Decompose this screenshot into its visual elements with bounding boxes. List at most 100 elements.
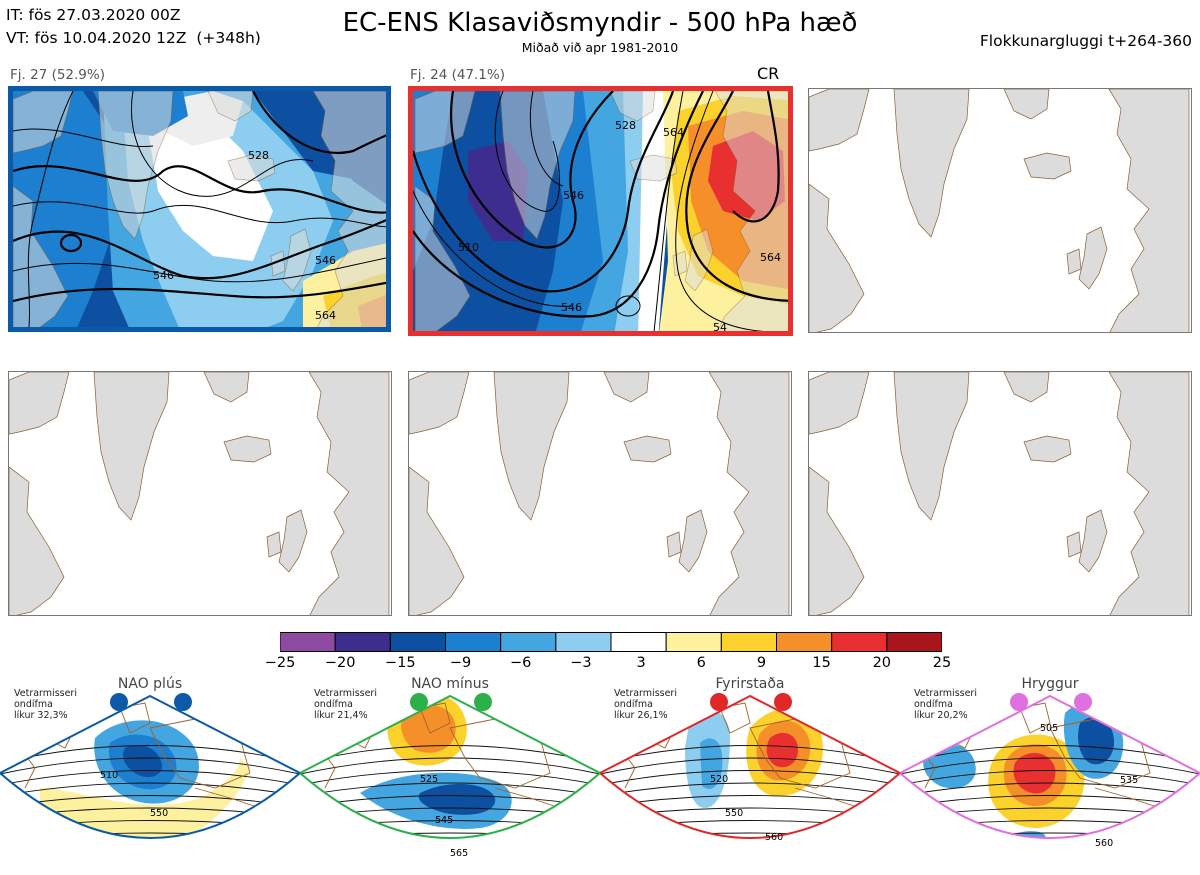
regime-panel: 505 535 560 Hryggur Vetrarmisseri ondífma lí… bbox=[898, 676, 1200, 871]
empty-map-3 bbox=[808, 88, 1192, 333]
regime-map: 520 550 560 bbox=[598, 693, 902, 852]
colorbar-segment bbox=[389, 632, 447, 652]
colorbar-tick-label: 3 bbox=[636, 655, 646, 671]
regime-marker-dot bbox=[174, 693, 192, 711]
colorbar-ticks: −25 −20 −15 −9 −6 −3 3 6 9 15 20 25 bbox=[265, 655, 952, 675]
init-time: IT: fös 27.03.2020 00Z bbox=[6, 6, 181, 24]
colorbar-segment bbox=[610, 632, 667, 652]
regime-title: Hryggur bbox=[1021, 676, 1079, 692]
contour-label: 528 bbox=[615, 119, 636, 132]
regime-map: 525 545 565 bbox=[298, 693, 602, 859]
height-contour bbox=[600, 782, 900, 797]
colorbar-tick-label: 6 bbox=[696, 655, 706, 671]
height-contour bbox=[0, 782, 300, 797]
regime-panel: 520 550 560 Fyrirstaða Vetrarmisseri ondífma… bbox=[598, 676, 902, 871]
sector-outline bbox=[898, 694, 1200, 839]
empty-map-5-svg bbox=[409, 372, 790, 615]
contour-label: 560 bbox=[1095, 838, 1113, 849]
contour-label: 54 bbox=[713, 321, 727, 334]
height-contour bbox=[0, 770, 300, 786]
contour-label: 528 bbox=[248, 149, 269, 162]
contour-label: 565 bbox=[450, 848, 468, 859]
regime-info: Vetrarmisseri ondífma líkur 26,1% bbox=[614, 688, 677, 721]
height-contour bbox=[900, 745, 1200, 764]
regime-marker-dot bbox=[710, 693, 728, 711]
colorbar-segment bbox=[500, 632, 557, 652]
regime-info: Vetrarmisseri ondífma líkur 21,4% bbox=[314, 688, 377, 721]
contour-label: 564 bbox=[315, 309, 336, 322]
cluster-map-2-svg: 546 528 564 564 510 546 54 bbox=[413, 91, 788, 334]
page-subtitle: Miðað við apr 1981-2010 bbox=[521, 40, 679, 55]
colorbar-segment bbox=[555, 632, 612, 652]
colorbar-svg bbox=[279, 632, 943, 652]
colorbar-segment bbox=[831, 632, 888, 652]
contour-label: 550 bbox=[725, 808, 743, 819]
contour-label: 564 bbox=[760, 251, 781, 264]
height-contour bbox=[300, 782, 600, 797]
empty-map-6-svg bbox=[809, 372, 1190, 615]
cluster-map-1: 546 528 546 564 54 bbox=[8, 86, 391, 332]
contour-label: 545 bbox=[435, 815, 453, 826]
contour-label: 510 bbox=[458, 241, 479, 254]
regime-title: NAO mínus bbox=[411, 676, 489, 692]
regime-marker-dot bbox=[110, 693, 128, 711]
colorbar-tick-label: −6 bbox=[510, 655, 532, 671]
contour-label: 535 bbox=[1120, 775, 1138, 786]
sector-outline bbox=[598, 694, 902, 839]
colorbar-tick-label: 15 bbox=[812, 655, 831, 671]
empty-map-4-svg bbox=[9, 372, 390, 615]
anomaly-shading bbox=[766, 732, 798, 768]
regime-marker-dot bbox=[1010, 693, 1028, 711]
height-contour bbox=[0, 846, 300, 852]
regime-panel: 525 545 565 NAO mínus Vetrarmisseri ondífma … bbox=[298, 676, 602, 871]
anomaly-shading bbox=[123, 744, 162, 778]
height-contour bbox=[900, 757, 1200, 775]
empty-map-6 bbox=[808, 371, 1192, 616]
empty-map-5 bbox=[408, 371, 792, 616]
colorbar-tick-label: −3 bbox=[570, 655, 592, 671]
height-contour bbox=[600, 846, 900, 852]
window-label: Flokkunargluggi t+264-360 bbox=[979, 32, 1192, 50]
colorbar-tick-label: 25 bbox=[932, 655, 952, 671]
contour-label: 54 bbox=[168, 325, 182, 332]
colorbar-segment bbox=[776, 632, 833, 652]
cluster-map-2: 546 528 564 564 510 546 54 bbox=[408, 86, 793, 336]
cluster-map-1-svg: 546 528 546 564 54 bbox=[13, 91, 386, 332]
contour-label: 560 bbox=[765, 832, 783, 843]
height-contour bbox=[0, 745, 300, 764]
panel-1-label: Fj. 27 (52.9%) bbox=[10, 67, 105, 83]
anomaly-shading bbox=[418, 783, 496, 815]
panel-2-tag: CR bbox=[757, 64, 780, 83]
sector-outline bbox=[0, 694, 302, 839]
empty-map-4 bbox=[8, 371, 392, 616]
regime-title: Fyrirstaða bbox=[715, 676, 785, 692]
contour-label: 564 bbox=[663, 126, 684, 139]
regime-panel: 510 550 NAO plús Vetrarmisseri ondífma líku… bbox=[0, 676, 302, 871]
contour-label: 550 bbox=[150, 808, 168, 819]
empty-map-3-svg bbox=[809, 89, 1190, 332]
header-left: IT: fös 27.03.2020 00Z VT: fös 10.04.2020… bbox=[6, 4, 261, 50]
colorbar-segment bbox=[720, 632, 778, 652]
contour-label: 505 bbox=[1040, 723, 1058, 734]
regime-info: Vetrarmisseri ondífma líkur 20,2% bbox=[914, 688, 977, 721]
height-contour bbox=[600, 757, 900, 775]
colorbar-segment bbox=[279, 632, 336, 652]
contour-label: 510 bbox=[100, 770, 118, 781]
height-contour bbox=[900, 770, 1200, 786]
regime-info: Vetrarmisseri ondífma líkur 32,3% bbox=[14, 688, 77, 721]
colorbar bbox=[279, 632, 943, 652]
valid-time: VT: fös 10.04.2020 12Z (+348h) bbox=[6, 29, 261, 47]
regime-title: NAO plús bbox=[117, 676, 183, 692]
contour-label: 546 bbox=[315, 254, 336, 267]
sector-outline bbox=[298, 694, 602, 839]
colorbar-segment bbox=[665, 632, 722, 652]
colorbar-tick-label: −25 bbox=[264, 655, 296, 671]
regime-map: 505 535 560 bbox=[898, 693, 1200, 849]
colorbar-segment bbox=[886, 632, 943, 652]
colorbar-tick-label: −20 bbox=[324, 655, 356, 671]
anomaly-shading bbox=[700, 738, 723, 789]
colorbar-segment bbox=[334, 632, 391, 652]
contour-label: 546 bbox=[563, 189, 584, 202]
panel-2-label: Fj. 24 (47.1%) bbox=[410, 67, 505, 83]
contour-label: 546 bbox=[561, 301, 582, 314]
